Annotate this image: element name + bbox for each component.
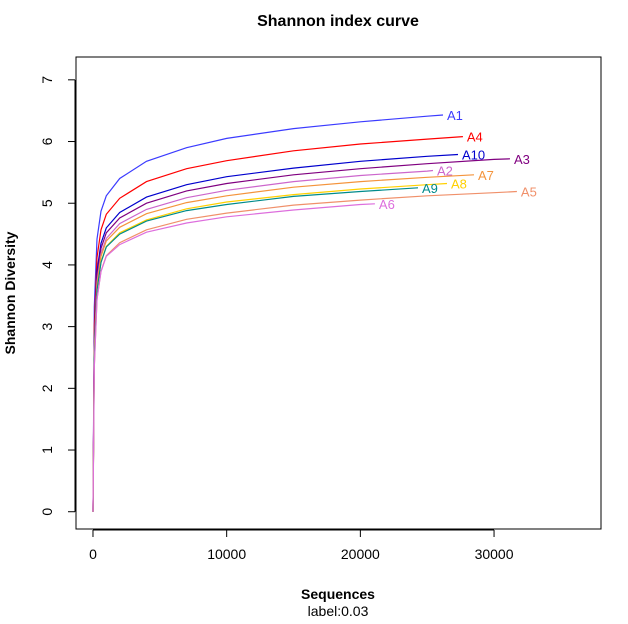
y-tick-label: 6 (39, 137, 55, 145)
series-label-a2: A2 (437, 164, 453, 179)
y-axis: 0 1 2 3 4 5 6 7 (39, 76, 76, 516)
series-line-a10 (92, 153, 459, 512)
series-label-a8: A8 (451, 176, 467, 191)
series-line-a4 (92, 136, 463, 512)
y-tick-label: 5 (39, 199, 55, 207)
series-label-a3: A3 (514, 152, 530, 167)
chart-subtitle: label:0.03 (308, 603, 369, 619)
series-label-a1: A1 (447, 108, 463, 123)
series-line-a7 (92, 174, 475, 512)
series-group: A1 A4 A10 A3 A2 A7 A8 A9 A5 A6 (92, 108, 537, 512)
y-axis-label: Shannon Diversity (2, 231, 18, 354)
series-label-a4: A4 (467, 130, 483, 145)
x-axis-label: Sequences (301, 586, 375, 602)
series-line-a9 (92, 187, 419, 512)
x-tick-label: 20000 (341, 546, 380, 562)
chart-title: Shannon index curve (257, 13, 419, 30)
series-line-a3 (92, 158, 511, 512)
y-tick-label: 2 (39, 384, 55, 392)
x-tick-label: 30000 (475, 546, 514, 562)
y-tick-label: 0 (39, 508, 55, 516)
series-label-a9: A9 (422, 181, 438, 196)
y-tick-label: 3 (39, 323, 55, 331)
y-tick-label: 1 (39, 446, 55, 454)
series-label-a7: A7 (478, 168, 494, 183)
y-tick-label: 4 (39, 261, 55, 269)
series-label-a5: A5 (521, 185, 537, 200)
series-label-a10: A10 (462, 147, 485, 162)
series-line-a1 (92, 114, 444, 512)
plot-frame (75, 56, 602, 530)
x-axis: 0 10000 20000 30000 (89, 529, 514, 562)
y-tick-label: 7 (39, 76, 55, 84)
series-line-a5 (92, 190, 517, 512)
series-line-a6 (92, 203, 375, 512)
x-tick-label: 0 (89, 546, 97, 562)
x-tick-label: 10000 (207, 546, 246, 562)
series-label-a6: A6 (379, 197, 395, 212)
